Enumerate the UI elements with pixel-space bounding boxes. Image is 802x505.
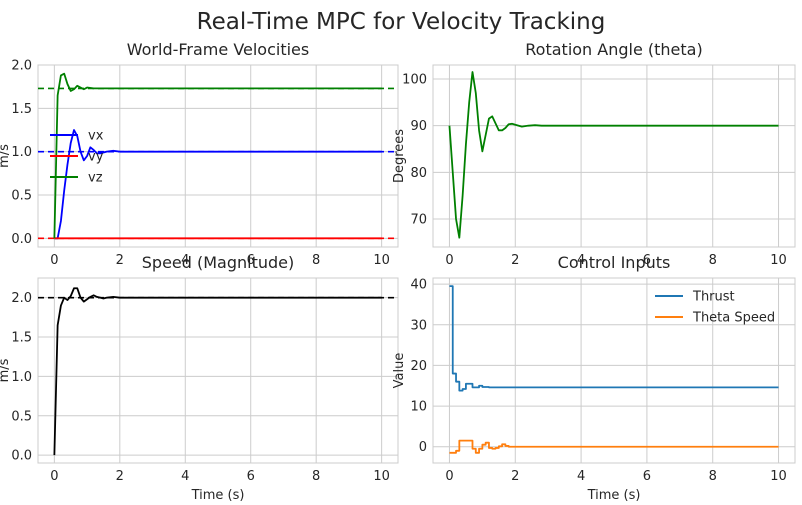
chart-title: World-Frame Velocities — [127, 40, 309, 59]
x-tick-label: 0 — [50, 253, 58, 268]
y-tick-label: 90 — [410, 119, 427, 134]
x-tick-label: 0 — [445, 469, 453, 484]
x-tick-label: 6 — [643, 253, 651, 268]
y-axis-label: m/s — [0, 144, 12, 168]
y-tick-label: 0 — [419, 440, 427, 455]
y-tick-label: 10 — [410, 400, 427, 415]
x-tick-label: 6 — [247, 469, 255, 484]
x-tick-label: 8 — [709, 253, 717, 268]
plot-area — [37, 64, 399, 248]
series-line-thrust — [449, 285, 779, 392]
x-tick-label: 10 — [373, 469, 390, 484]
chart-title: Rotation Angle (theta) — [525, 40, 702, 59]
y-tick-label: 1.0 — [11, 145, 32, 160]
series-line-theta — [448, 71, 779, 239]
legend-label: Thrust — [692, 290, 735, 305]
figure-title: Real-Time MPC for Velocity Tracking — [197, 9, 606, 35]
x-tick-label: 0 — [445, 253, 453, 268]
series-line-vz — [53, 72, 382, 239]
legend-label: vz — [88, 171, 103, 186]
y-tick-label: 1.5 — [11, 331, 32, 346]
x-tick-label: 4 — [577, 253, 585, 268]
series-line-speed — [53, 287, 382, 456]
x-tick-label: 2 — [511, 469, 519, 484]
x-tick-label: 0 — [50, 469, 58, 484]
plot-area — [432, 277, 796, 464]
legend: vx vy vz — [50, 129, 104, 186]
chart-theta: 0 2 4 6 8 10 70 80 90 100 Rotation Angle (theta) De… — [392, 40, 796, 268]
x-tick-label: 10 — [770, 469, 787, 484]
y-tick-label: 40 — [410, 278, 427, 293]
x-axis-label: Time (s) — [587, 488, 641, 503]
x-tick-label: 10 — [770, 253, 787, 268]
x-tick-label: 6 — [643, 469, 651, 484]
y-tick-label: 30 — [410, 318, 427, 333]
x-tick-label: 6 — [247, 253, 255, 268]
plot-area — [37, 277, 399, 464]
legend-label: Theta Speed — [692, 311, 775, 326]
x-tick-label: 4 — [181, 469, 189, 484]
x-tick-label: 4 — [181, 253, 189, 268]
y-tick-label: 0.5 — [11, 189, 32, 204]
y-tick-label: 1.0 — [11, 370, 32, 385]
x-tick-label: 8 — [709, 469, 717, 484]
legend-label: vy — [88, 150, 104, 165]
y-axis-label: Value — [392, 353, 407, 389]
chart-title: Speed (Magnitude) — [142, 253, 295, 272]
y-tick-label: 1.5 — [11, 102, 32, 117]
chart-speed: 0 2 4 6 8 10 0.0 0.5 1.0 1.5 2.0 Speed (Magnitude) m… — [0, 253, 399, 503]
series-line-vx — [54, 129, 382, 240]
x-tick-label: 8 — [312, 469, 320, 484]
y-tick-label: 70 — [410, 213, 427, 228]
y-tick-label: 0.5 — [11, 409, 32, 424]
x-axis-label: Time (s) — [191, 488, 245, 503]
y-tick-label: 0.0 — [11, 232, 32, 247]
y-tick-label: 100 — [402, 73, 427, 88]
legend-label: vx — [88, 129, 104, 144]
y-tick-label: 2.0 — [11, 59, 32, 74]
x-tick-label: 2 — [116, 253, 124, 268]
y-axis-label: Degrees — [392, 129, 407, 183]
x-tick-label: 2 — [511, 253, 519, 268]
y-tick-label: 0.0 — [11, 449, 32, 464]
chart-title: Control Inputs — [558, 253, 671, 272]
y-tick-label: 2.0 — [11, 291, 32, 306]
y-tick-label: 20 — [410, 359, 427, 374]
chart-velocities: 0 2 4 6 8 10 0.0 0.5 1.0 1.5 2.0 World-Frame Veloci… — [0, 40, 399, 268]
x-tick-label: 4 — [577, 469, 585, 484]
legend: Thrust Theta Speed — [655, 290, 775, 326]
y-axis-label: m/s — [0, 358, 12, 382]
x-tick-label: 8 — [312, 253, 320, 268]
y-tick-label: 80 — [410, 166, 427, 181]
x-tick-label: 10 — [373, 253, 390, 268]
series-line-theta-speed — [449, 439, 779, 454]
plot-area — [432, 64, 796, 248]
x-tick-label: 2 — [116, 469, 124, 484]
